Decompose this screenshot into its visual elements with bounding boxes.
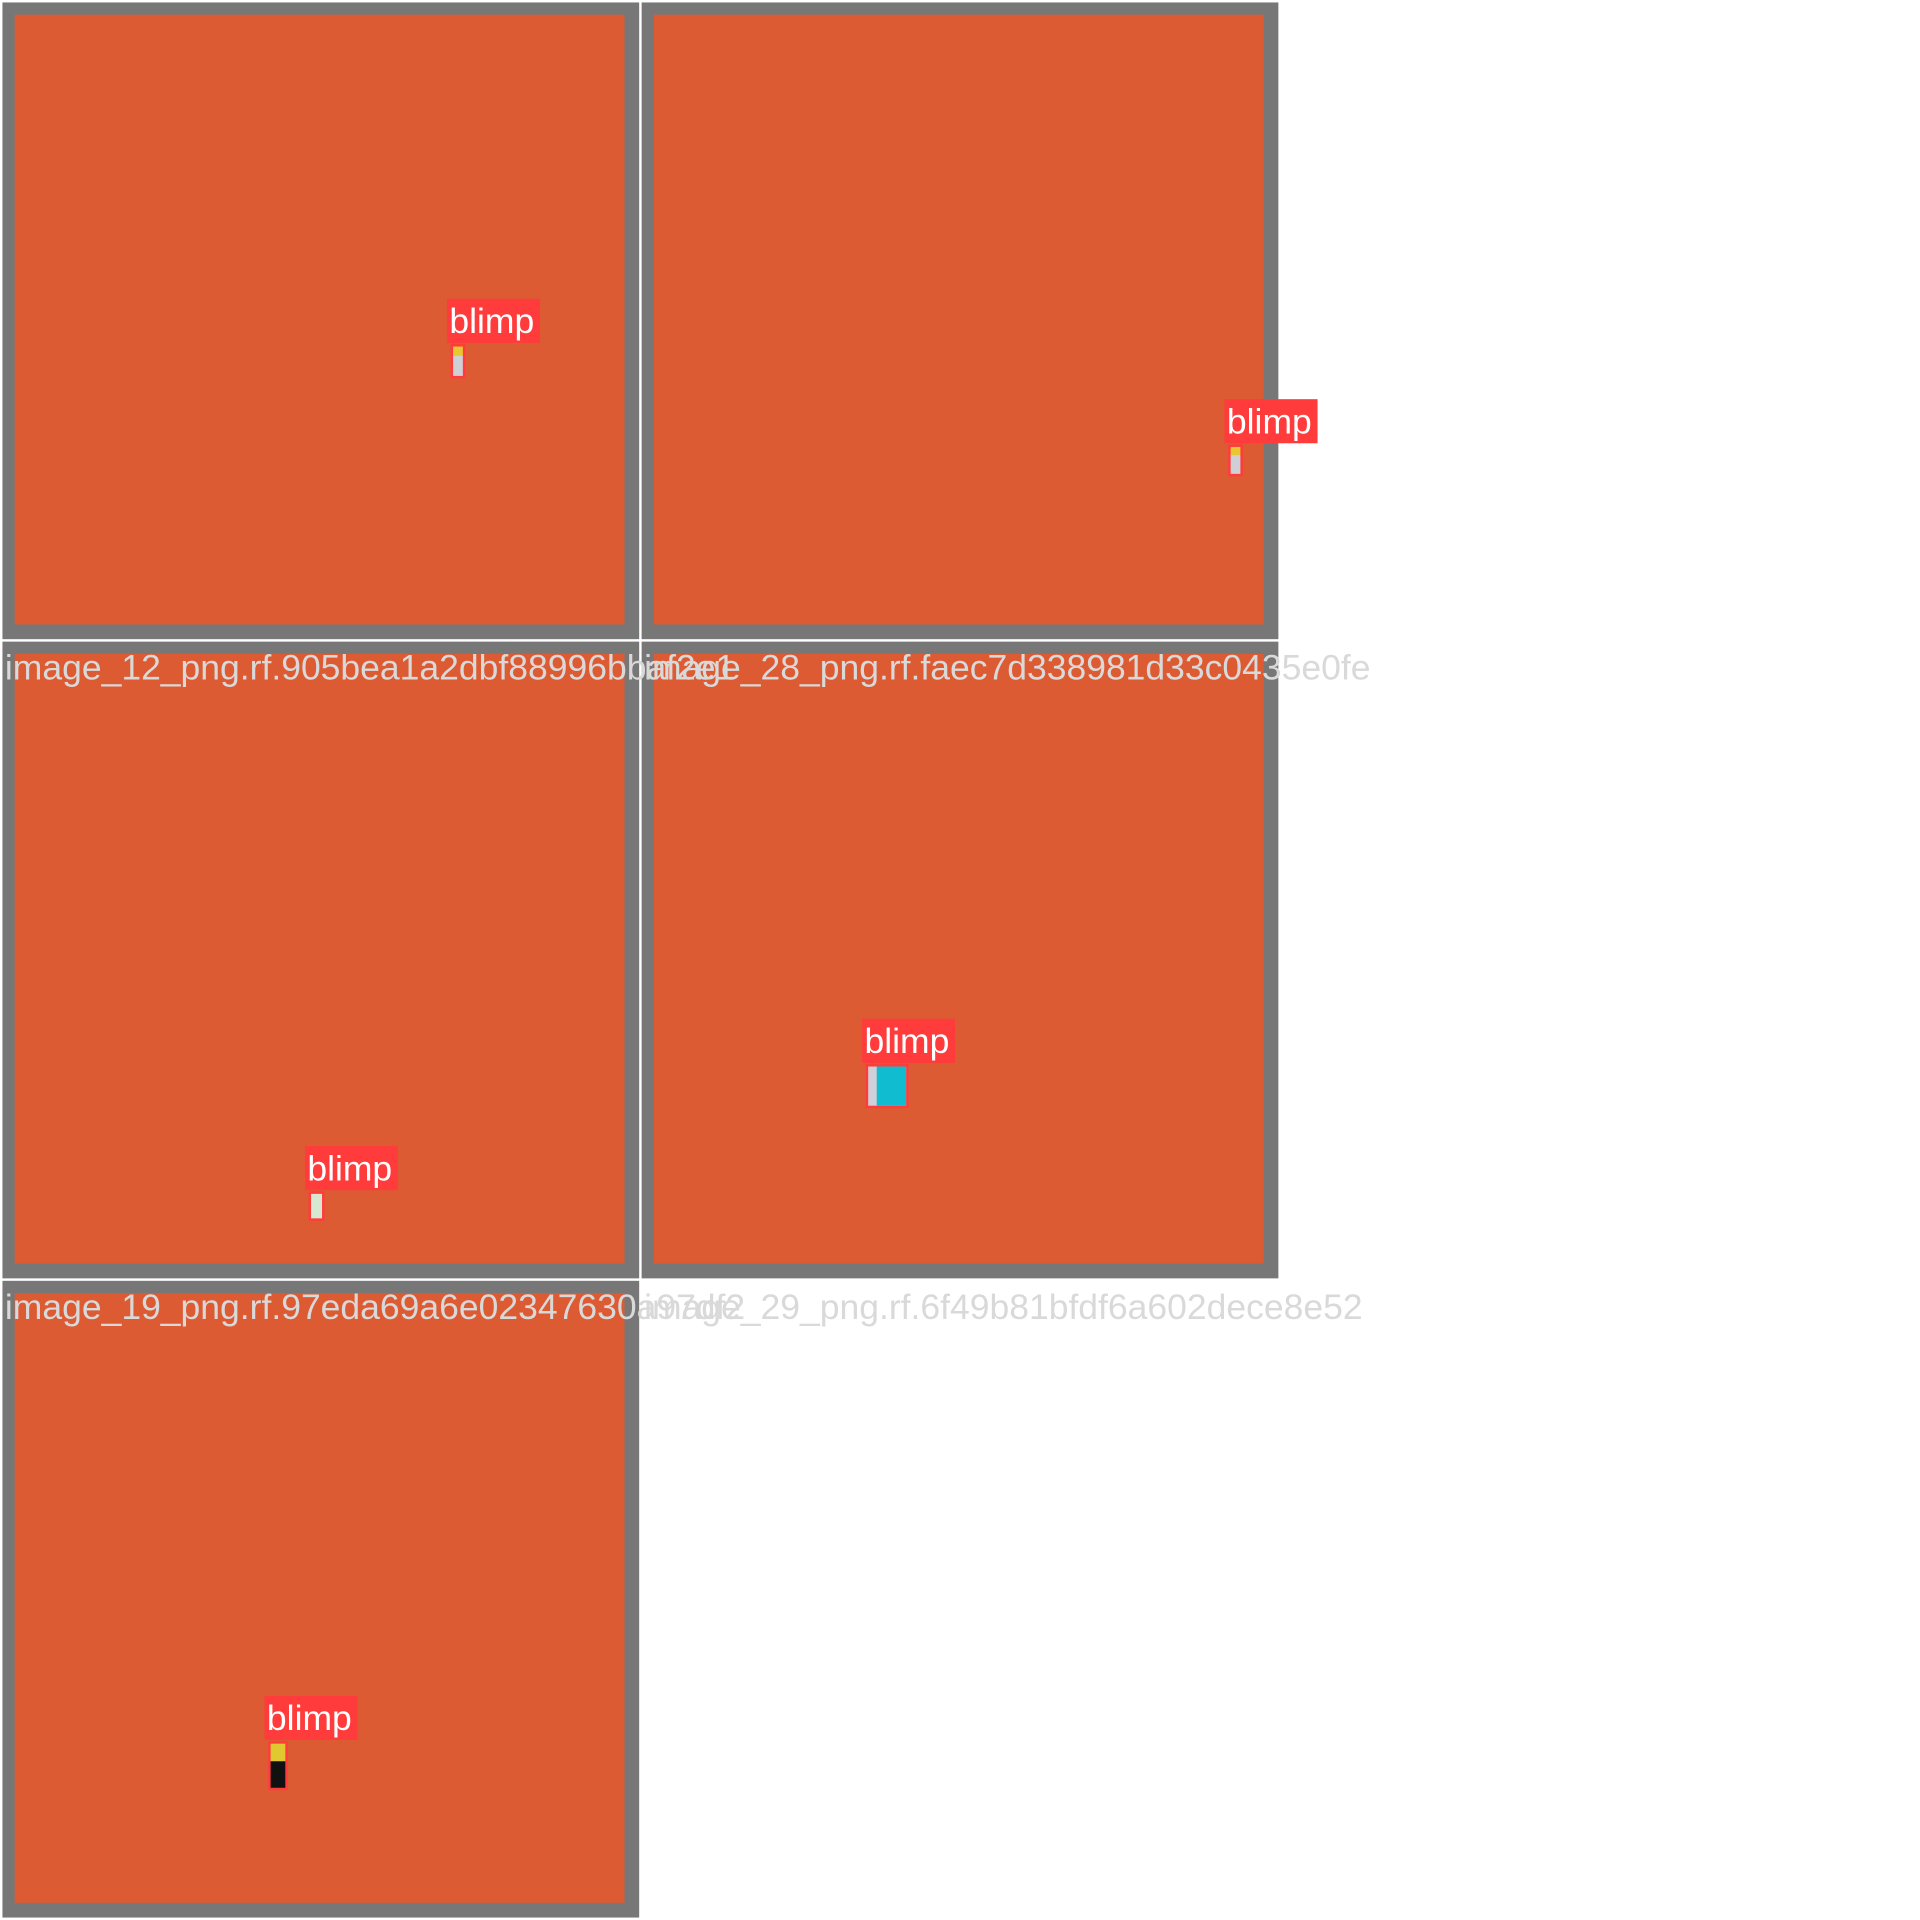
object	[453, 355, 463, 376]
tile: blimp	[641, 641, 1279, 1279]
tile-image	[653, 653, 1264, 1264]
tile: blimp	[2, 1280, 640, 1918]
label-bg	[304, 1146, 398, 1191]
label-bg	[1224, 399, 1318, 444]
label-bg	[446, 298, 540, 343]
detection-label: blimp	[449, 301, 534, 341]
object	[311, 1193, 323, 1219]
tile-image	[653, 14, 1264, 625]
object	[453, 346, 463, 356]
tile: blimp	[2, 641, 640, 1279]
label-bg	[264, 1695, 358, 1740]
detection-label: blimp	[864, 1021, 949, 1061]
object	[876, 1066, 907, 1106]
tile: blimp	[2, 2, 640, 640]
object	[1230, 455, 1241, 474]
image-caption: image_28_png.rf.faec7d338981d33c0435e0fe	[644, 648, 1370, 688]
detection-label: blimp	[307, 1148, 392, 1188]
tile: blimp	[641, 2, 1318, 640]
object	[1230, 446, 1241, 456]
label-bg	[862, 1018, 956, 1063]
image-caption: image_12_png.rf.905bea1a2dbf88996bbaf2e1	[5, 648, 735, 688]
object	[270, 1743, 286, 1762]
detection-label: blimp	[1227, 401, 1312, 441]
object	[270, 1761, 286, 1788]
tile-image	[14, 1293, 625, 1903]
image-caption: image_19_png.rf.97eda69a6e02347630a97df2	[5, 1287, 745, 1327]
detection-label: blimp	[267, 1698, 352, 1738]
image-caption: image_29_png.rf.6f49b81bfdf6a602dece8e52	[644, 1287, 1363, 1327]
